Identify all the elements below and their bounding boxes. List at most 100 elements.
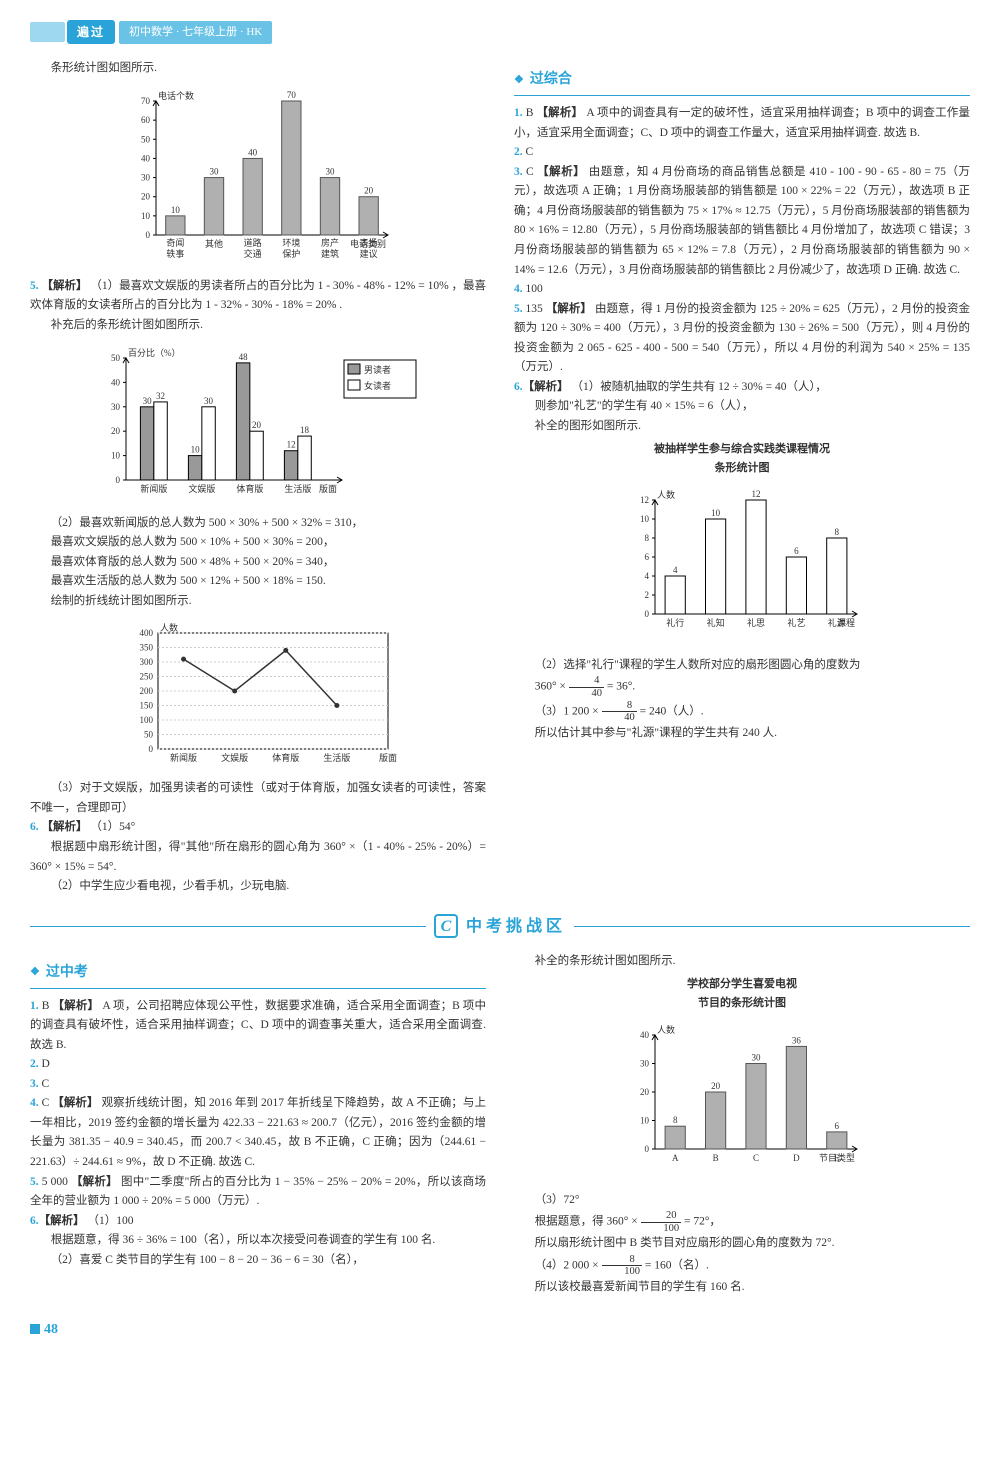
svg-text:30: 30 (326, 167, 336, 177)
svg-text:10: 10 (191, 444, 201, 454)
svg-text:300: 300 (140, 657, 154, 667)
col-right-top: 过综合 1. B 【解析】 A 项中的调查具有一定的破坏性，适宜采用抽样调查；B… (514, 59, 970, 896)
svg-text:新闻版: 新闻版 (170, 752, 197, 763)
chart-readers-line: 050100150200250300350400人数新闻版文娱版体育版生活版版面 (30, 619, 486, 769)
q6r-p6: 所以估计其中参与"礼源"课程的学生共有 240 人. (514, 724, 970, 744)
zk-l-extra2: （2）喜爱 C 类节目的学生有 100 − 8 − 20 − 36 − 6 = … (30, 1251, 486, 1271)
frac-20-100: 20100 (641, 1210, 681, 1234)
svg-text:30: 30 (640, 1058, 650, 1068)
svg-text:70: 70 (141, 96, 151, 106)
svg-text:20: 20 (364, 186, 374, 196)
chart-phone-categories: 010203040506070电话个数电话类别10奇闻轶事30其他40道路交通7… (30, 87, 486, 267)
svg-text:100: 100 (140, 715, 154, 725)
svg-text:版面: 版面 (379, 752, 397, 763)
svg-text:12: 12 (640, 495, 649, 505)
header-accent (30, 22, 65, 42)
svg-text:生活版: 生活版 (323, 752, 350, 763)
svg-text:30: 30 (111, 401, 121, 411)
svg-text:10: 10 (711, 508, 721, 518)
chart5-title: 学校部分学生喜爱电视 节目的条形统计图 (514, 975, 970, 1012)
svg-text:400: 400 (140, 628, 154, 638)
svg-text:人数: 人数 (657, 1024, 675, 1035)
svg-text:10: 10 (111, 450, 121, 460)
zone-c-banner: C 中考挑战区 (30, 913, 970, 940)
q5c: （3）对于文娱版，加强男读者的可读性（或对于体育版，加强女读者的可读性，答案不唯… (30, 779, 486, 818)
svg-text:人数: 人数 (160, 622, 178, 633)
page-header: 遍过 初中数学 · 七年级上册 · HK (30, 20, 970, 44)
svg-text:8: 8 (835, 527, 840, 537)
svg-text:150: 150 (140, 701, 154, 711)
q5b-4: 绘制的折线统计图如图所示. (30, 592, 486, 612)
svg-text:12: 12 (752, 489, 761, 499)
q5b-3: 最喜欢生活版的总人数为 500 × 12% + 500 × 18% = 150. (30, 572, 486, 592)
svg-text:道路: 道路 (244, 237, 262, 248)
q6-a: （1）54° (90, 821, 135, 833)
svg-text:30: 30 (210, 167, 220, 177)
svg-text:10: 10 (640, 1115, 650, 1125)
svg-text:新闻版: 新闻版 (140, 483, 167, 494)
svg-text:礼思: 礼思 (747, 617, 765, 628)
q6-tag: 【解析】 (42, 821, 88, 833)
svg-text:生活版: 生活版 (284, 483, 311, 494)
svg-text:350: 350 (140, 643, 154, 653)
intro-text: 条形统计图如图所示. (30, 59, 486, 79)
zk-r-p6: （4）2 000 × 8100 = 160（名）. (514, 1254, 970, 1278)
svg-text:30: 30 (141, 173, 151, 183)
frac-8-40: 840 (602, 700, 637, 724)
svg-text:其他: 其他 (205, 238, 223, 249)
q5-line: 5. 【解析】 （1）最喜欢文娱版的男读者所占的百分比为 1 - 30% - 4… (30, 277, 486, 316)
q5b-0: （2）最喜欢新闻版的总人数为 500 × 30% + 500 × 32% = 3… (30, 514, 486, 534)
svg-text:30: 30 (143, 395, 153, 405)
col-right-bottom: 补全的条形统计图如图所示. 学校部分学生喜爱电视 节目的条形统计图 010203… (514, 952, 970, 1298)
svg-text:文娱版: 文娱版 (188, 483, 215, 494)
svg-text:环境: 环境 (282, 237, 300, 248)
zk-r-p3: （3）72° (514, 1191, 970, 1211)
frac-4-40: 440 (569, 675, 604, 699)
svg-text:体育版: 体育版 (272, 752, 299, 763)
q6r-p4b: 360° × 440 = 36°. (514, 675, 970, 699)
svg-text:250: 250 (140, 672, 154, 682)
svg-text:D: D (793, 1153, 800, 1163)
zk-l-extra1: 根据题意，得 36 ÷ 36% = 100（名），所以本次接受问卷调查的学生有 … (30, 1231, 486, 1251)
svg-text:12: 12 (287, 439, 296, 449)
svg-text:文娱版: 文娱版 (221, 752, 248, 763)
svg-text:建筑: 建筑 (321, 248, 339, 259)
zk-r-p4: 根据题意，得 360° × 20100 = 72°， (514, 1210, 970, 1234)
svg-text:30: 30 (752, 1052, 762, 1062)
col-left-bottom: 过中考 1. B 【解析】 A 项，公司招聘应体现公平性，数据要求准确，适合采用… (30, 952, 486, 1298)
svg-text:50: 50 (144, 730, 154, 740)
list-item: 2. C (514, 143, 970, 163)
list-item: 1. B 【解析】 A 项，公司招聘应体现公平性，数据要求准确，适合采用全面调查… (30, 997, 486, 1056)
zk-r-p7: 所以该校最喜爱新闻节目的学生有 160 名. (514, 1278, 970, 1298)
svg-text:礼知: 礼知 (707, 617, 725, 628)
svg-text:36: 36 (792, 1035, 802, 1045)
svg-text:E: E (834, 1153, 840, 1163)
svg-text:40: 40 (141, 153, 151, 163)
svg-text:轶事: 轶事 (166, 248, 184, 259)
svg-text:6: 6 (794, 546, 799, 556)
svg-text:体育版: 体育版 (236, 483, 263, 494)
chart-readers-bar: 01020304050百分比（%）3032新闻版1030文娱版4820体育版12… (30, 344, 486, 504)
svg-text:20: 20 (252, 420, 262, 430)
q6-p2: （2）中学生应少看电视，少看手机，少玩电脑. (30, 877, 486, 897)
svg-text:男读者: 男读者 (364, 364, 391, 375)
svg-text:2: 2 (645, 590, 650, 600)
svg-text:版面: 版面 (319, 483, 337, 494)
svg-text:50: 50 (141, 134, 151, 144)
svg-text:18: 18 (300, 425, 310, 435)
zk-r-p5: 所以扇形统计图中 B 类节目对应扇形的圆心角的度数为 72°. (514, 1234, 970, 1254)
svg-text:48: 48 (239, 351, 249, 361)
list-item: 4. C 【解析】 观察折线统计图，知 2016 年到 2017 年折线呈下降趋… (30, 1094, 486, 1172)
svg-text:6: 6 (645, 552, 650, 562)
q6r-p3: 补全的图形如图所示. (514, 417, 970, 437)
svg-text:4: 4 (673, 565, 678, 575)
svg-text:人数: 人数 (657, 489, 675, 500)
svg-text:10: 10 (171, 205, 181, 215)
q5b-2: 最喜欢体育版的总人数为 500 × 48% + 500 × 20% = 340， (30, 553, 486, 573)
q6r-p5: （3）1 200 × 840 = 240（人）. (514, 700, 970, 724)
list-item: 5. 135 【解析】 由题意，得 1 月份的投资金额为 125 ÷ 20% =… (514, 300, 970, 378)
q5-tag: 【解析】 (42, 280, 88, 292)
svg-text:奇闻: 奇闻 (166, 237, 184, 248)
svg-text:0: 0 (645, 1144, 650, 1154)
svg-text:电话个数: 电话个数 (158, 90, 194, 101)
